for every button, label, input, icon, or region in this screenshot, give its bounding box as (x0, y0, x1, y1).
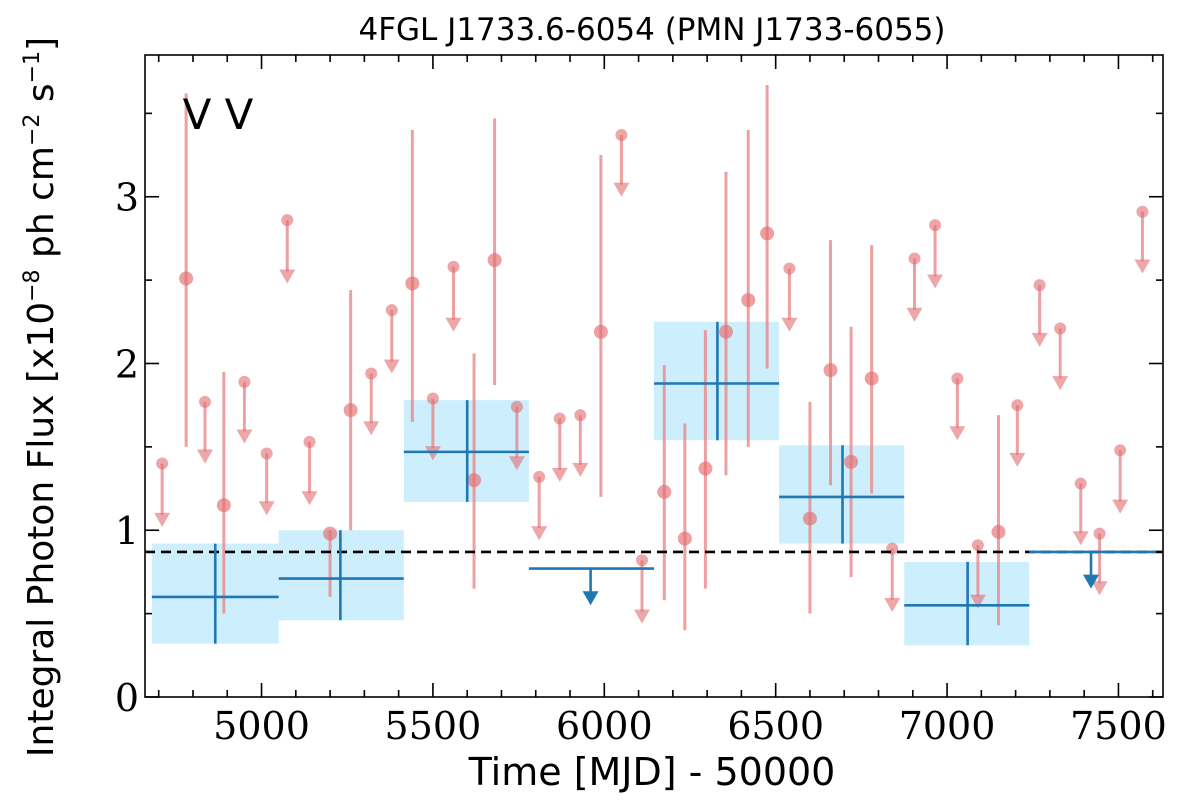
fine-point-11 (718, 324, 733, 339)
fine-ul-arrow-28 (1134, 259, 1151, 274)
fine-point-6 (487, 253, 502, 268)
fine-ul-arrow-9 (445, 317, 462, 332)
fine-point-16 (844, 454, 859, 469)
fine-ul-arrow-22 (1009, 452, 1026, 467)
fine-ul-arrow-4 (279, 269, 296, 284)
fine-ul-arrow-3 (258, 501, 275, 516)
fine-ul-point-21 (971, 539, 984, 552)
fine-ul-point-0 (156, 457, 169, 470)
y-tick-label-3: 3 (115, 176, 139, 220)
marker-blue-v: V (183, 90, 212, 139)
fine-ul-point-27 (1114, 444, 1127, 457)
plot-area: 5000 5500 6000 6500 7000 7500 0 1 2 3 (115, 54, 1167, 748)
coarse-ul-arrow-1 (1083, 574, 1100, 589)
y-tick-label-0: 0 (115, 676, 139, 720)
fine-ul-arrow-20 (949, 426, 966, 441)
x-tick-label-1: 5500 (385, 704, 482, 748)
fine-ul-arrow-14 (613, 182, 630, 197)
fine-ul-arrow-26 (1091, 581, 1108, 596)
fine-ul-arrow-13 (572, 462, 589, 477)
y-axis-label: Integral Photon Flux [x10−8 ph cm−2 s−1] (20, 37, 62, 757)
fine-ul-arrow-24 (1052, 376, 1069, 391)
fine-point-8 (657, 484, 672, 499)
fine-ul-arrow-7 (383, 359, 400, 374)
fine-ul-arrow-12 (551, 467, 568, 482)
fine-ul-arrow-5 (301, 491, 318, 506)
fine-ul-arrow-17 (884, 597, 901, 612)
fine-ul-point-28 (1136, 205, 1149, 218)
fine-ul-arrow-2 (236, 429, 253, 444)
fine-point-17 (864, 371, 879, 386)
fine-ul-point-24 (1054, 322, 1067, 335)
fine-point-12 (741, 293, 756, 308)
fine-ul-point-2 (238, 375, 251, 388)
fine-point-1 (216, 498, 231, 513)
fine-point-7 (593, 324, 608, 339)
x-axis-label: Time [MJD] - 50000 (468, 750, 836, 794)
marker-red-v: V (225, 90, 254, 139)
fine-ul-arrow-1 (196, 449, 213, 464)
fine-ul-arrow-0 (154, 512, 171, 527)
fine-point-13 (760, 226, 775, 241)
fine-point-3 (343, 403, 358, 418)
fine-point-5 (467, 473, 482, 488)
x-tick-label-2: 6000 (556, 704, 653, 748)
fine-ul-point-13 (574, 409, 587, 422)
fine-ul-arrow-23 (1031, 332, 1048, 347)
fine-ul-point-1 (198, 395, 211, 408)
fine-ul-arrow-25 (1072, 531, 1089, 546)
x-tick-label-4: 7000 (899, 704, 996, 748)
fine-ul-point-9 (447, 260, 460, 273)
fine-point-18 (991, 524, 1006, 539)
coarse-ul-arrow-0 (582, 591, 599, 606)
fine-ul-point-3 (260, 447, 273, 460)
fine-ul-arrow-27 (1112, 499, 1129, 514)
fine-ul-point-7 (385, 304, 398, 317)
fine-ul-arrow-6 (363, 421, 380, 436)
fine-point-4 (405, 276, 420, 291)
fine-ul-point-18 (908, 252, 921, 265)
fine-point-15 (823, 363, 838, 378)
y-tick-label-2: 2 (115, 342, 139, 386)
fine-ul-arrow-21 (969, 594, 986, 609)
x-tick-label-0: 5000 (213, 704, 310, 748)
x-tick-label-5: 7500 (1070, 704, 1167, 748)
fine-ul-arrow-8 (424, 446, 441, 461)
fine-ul-arrow-15 (634, 609, 651, 624)
fine-ul-point-11 (533, 470, 546, 483)
fine-ul-point-23 (1033, 279, 1046, 292)
fine-ul-point-20 (951, 372, 964, 385)
fine-ul-arrow-18 (906, 307, 923, 322)
fine-ul-point-10 (510, 400, 523, 413)
fine-ul-point-4 (281, 214, 294, 227)
fine-ul-point-19 (929, 219, 942, 232)
fine-ul-arrow-19 (927, 274, 944, 289)
fine-ul-point-16 (783, 262, 796, 275)
x-tick-label-3: 6500 (727, 704, 824, 748)
legend-markers: V V (183, 90, 254, 139)
fine-point-14 (802, 511, 817, 526)
fine-ul-point-26 (1093, 527, 1106, 540)
fine-ul-arrow-11 (531, 526, 548, 541)
fine-ul-arrow-16 (781, 317, 798, 332)
fine-ul-point-12 (553, 412, 566, 425)
y-tick-label-1: 1 (115, 509, 139, 553)
fine-ul-point-15 (636, 554, 649, 567)
fine-point-10 (698, 461, 713, 476)
chart-title: 4FGL J1733.6-6054 (PMN J1733-6055) (358, 12, 945, 48)
fine-ul-point-6 (365, 367, 378, 380)
fine-point-0 (179, 271, 194, 286)
fine-point-2 (323, 526, 338, 541)
fine-ul-point-14 (615, 129, 628, 142)
fine-ul-point-22 (1011, 399, 1024, 412)
plot-frame (144, 54, 1164, 698)
fine-ul-point-25 (1074, 477, 1087, 490)
fine-point-9 (677, 531, 692, 546)
fine-ul-point-5 (303, 435, 316, 448)
fine-ul-point-8 (426, 392, 439, 405)
fine-ul-arrow-10 (508, 456, 525, 471)
